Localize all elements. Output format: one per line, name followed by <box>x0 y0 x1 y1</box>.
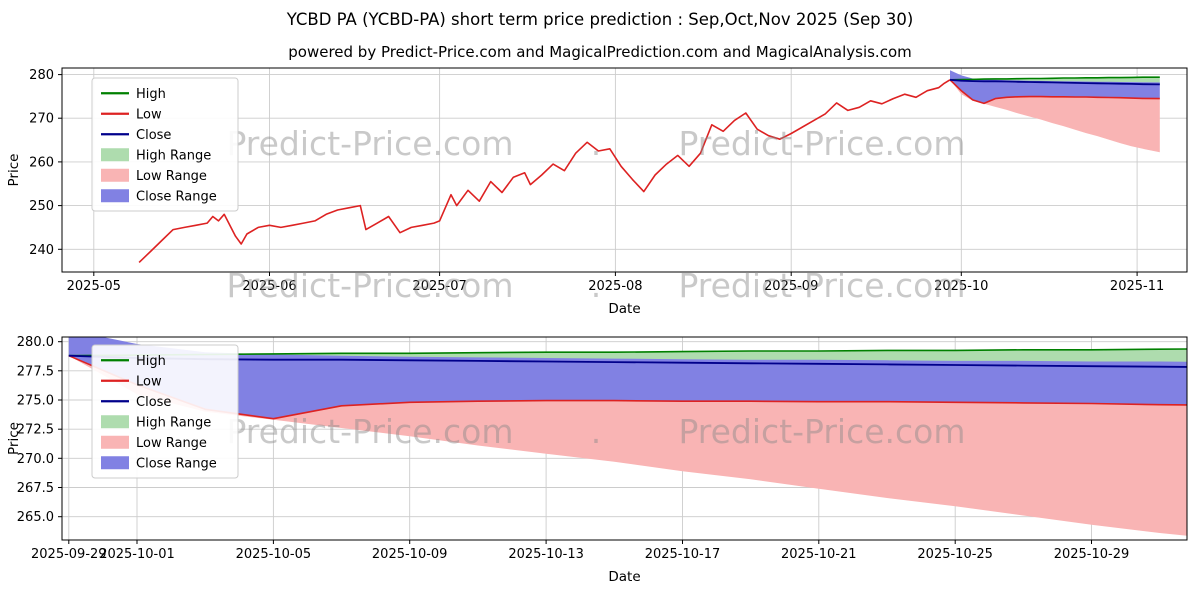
legend-entry: Close <box>101 128 171 143</box>
watermark-text: Predict-Price.com <box>226 412 513 451</box>
legend-entry: High Range <box>101 148 211 163</box>
legend-entry: Close Range <box>101 456 217 471</box>
watermark: Predict-Price.com Predict-Price.com. <box>226 412 965 451</box>
legend-entry: Low <box>101 107 162 122</box>
legend-entry: High <box>101 87 166 102</box>
grid <box>62 68 1187 272</box>
y-tick-label: 275.0 <box>17 394 54 409</box>
low-line <box>68 354 1187 420</box>
legend-label: Close Range <box>136 456 217 471</box>
price-history-prediction-chart: 2025-05 2025-06 2025-07 2025-08 2025-09 2025-… <box>6 67 1188 317</box>
x-axis-label: Date <box>608 569 640 585</box>
legend-patch-swatch <box>101 456 129 470</box>
legend-patch-swatch <box>101 435 129 449</box>
y-tick-label: 260 <box>29 155 54 170</box>
legend-label: Low <box>136 107 162 122</box>
y-tick-label: 270.0 <box>17 452 54 467</box>
watermark-text: Predict-Price.com <box>226 124 513 163</box>
x-tick-label: 2025-10-01 <box>99 547 175 562</box>
axis-ticks: 2025-05 2025-06 2025-07 2025-08 2025-09 2025-… <box>29 68 1164 294</box>
y-axis-label: Price <box>6 154 22 187</box>
x-tick-label: 2025-07 <box>412 279 466 294</box>
legend-patch-swatch <box>101 168 129 182</box>
legend-patch-swatch <box>101 148 129 162</box>
series-lines <box>68 348 1187 420</box>
x-tick-label: 2025-11 <box>1110 279 1164 294</box>
legend-entry: Low <box>101 374 162 389</box>
legend-patch-swatch <box>101 415 129 429</box>
legend-label: Low Range <box>136 436 207 451</box>
low-range-band <box>68 355 1187 536</box>
y-tick-label: 240 <box>29 243 54 258</box>
legend-label: High <box>136 354 166 369</box>
axes-border <box>61 336 1188 541</box>
close-line <box>68 354 1187 368</box>
y-axis-label: Price <box>6 422 22 455</box>
legend-entry: Close Range <box>101 189 217 204</box>
legend-entry: Low Range <box>101 435 207 451</box>
watermark-text: Predict-Price.com <box>678 266 965 305</box>
x-tick-label: 2025-10-05 <box>236 547 312 562</box>
x-tick-label: 2025-10-29 <box>1054 547 1130 562</box>
legend: High Low Close High Range Low Range Close Ran… <box>91 77 239 212</box>
y-tick-label: 277.5 <box>17 364 54 379</box>
legend-label: High Range <box>136 415 211 430</box>
legend-patch-swatch <box>101 189 129 203</box>
x-tick-label: 2025-10-09 <box>372 547 448 562</box>
low-line <box>949 79 1160 105</box>
page-title: YCBD PA (YCBD-PA) short term price predi… <box>286 10 914 29</box>
figure-subtitle: powered by Predict-Price.com and Magical… <box>288 43 912 61</box>
x-tick-label: 2025-09 <box>764 279 818 294</box>
high-line <box>949 76 1160 81</box>
y-tick-label: 267.5 <box>17 481 54 496</box>
legend-label: Low <box>136 374 162 389</box>
y-tick-label: 270 <box>29 112 54 127</box>
watermark: Predict-Price.com Predict-Price.com. Predi… <box>226 124 965 305</box>
x-tick-label: 2025-09-29 <box>31 547 107 562</box>
x-tick-label: 2025-10-17 <box>645 547 721 562</box>
watermark-text: Predict-Price.com <box>678 412 965 451</box>
y-tick-label: 250 <box>29 199 54 214</box>
x-tick-label: 2025-10-25 <box>917 547 993 562</box>
legend-label: Close <box>136 128 171 143</box>
close-range-band <box>68 337 1187 419</box>
x-tick-label: 2025-05 <box>67 279 121 294</box>
legend-label: High Range <box>136 148 211 163</box>
legend-entry: Low Range <box>101 168 207 184</box>
legend-label: High <box>136 87 166 102</box>
legend-entry: High Range <box>101 415 211 430</box>
x-tick-label: 2025-10-13 <box>508 547 584 562</box>
watermark-separator: . <box>591 412 602 451</box>
legend-label: Close Range <box>136 189 217 204</box>
x-tick-label: 2025-06 <box>242 279 296 294</box>
watermark-text: Predict-Price.com <box>678 124 965 163</box>
y-tick-label: 272.5 <box>17 423 54 438</box>
legend-entry: High <box>101 354 166 369</box>
y-tick-label: 265.0 <box>17 510 54 525</box>
legend-label: Low Range <box>136 169 207 184</box>
low-history-line <box>138 79 951 263</box>
x-tick-label: 2025-10-21 <box>781 547 857 562</box>
watermark-separator: . <box>591 124 602 163</box>
x-tick-label: 2025-08 <box>588 279 642 294</box>
watermark-separator: . <box>591 266 602 305</box>
series-lines <box>138 76 1160 263</box>
y-tick-label: 280.0 <box>17 335 54 350</box>
legend: High Low Close High Range Low Range Close Ran… <box>91 344 239 479</box>
close-line <box>949 78 1160 86</box>
x-axis-label: Date <box>608 301 640 317</box>
y-tick-label: 280 <box>29 68 54 83</box>
x-tick-label: 2025-10 <box>934 279 988 294</box>
watermark-text: Predict-Price.com <box>226 266 513 305</box>
close-range-band <box>950 70 1160 104</box>
legend-label: Close <box>136 395 171 410</box>
high-line <box>68 348 1187 357</box>
axes-border <box>61 67 1188 273</box>
legend-entry: Close <box>101 395 171 410</box>
